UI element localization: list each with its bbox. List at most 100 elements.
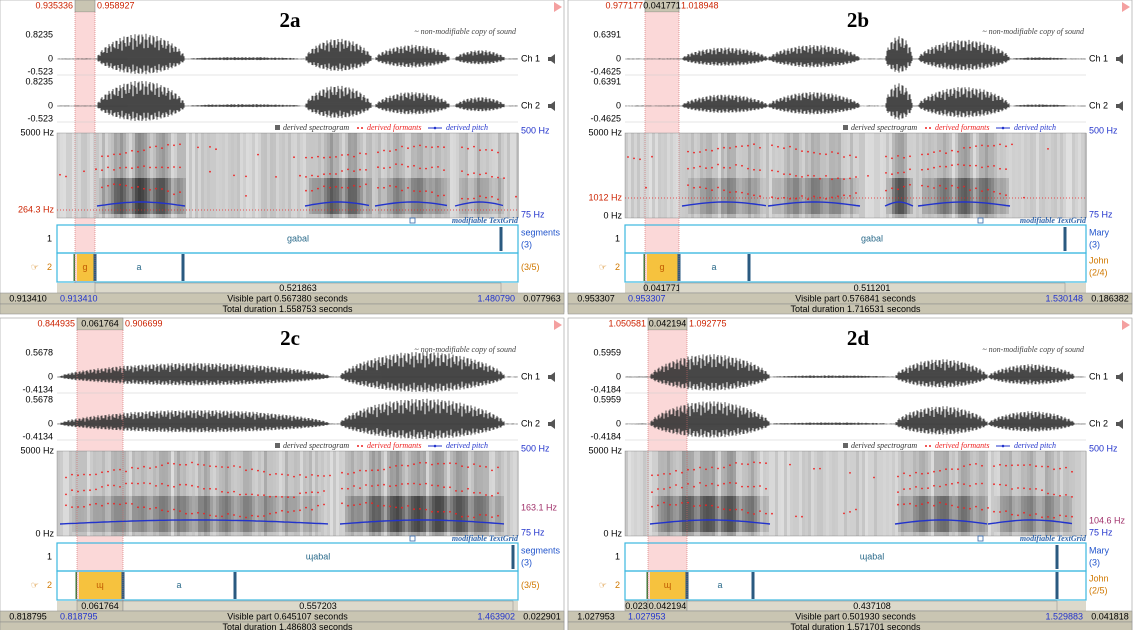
- spectrogram-band: [216, 496, 219, 532]
- spectrogram-band: [258, 496, 261, 532]
- formant-dot: [699, 504, 701, 507]
- spectrogram-column: [874, 451, 877, 536]
- spectrogram-column: [246, 133, 249, 218]
- formant-dot: [431, 146, 433, 149]
- spectrogram-column: [748, 451, 751, 536]
- spectrogram-band: [751, 496, 754, 532]
- spectrogram-column: [486, 451, 489, 536]
- spectrogram-column: [1069, 133, 1072, 218]
- formant-dot: [1023, 487, 1025, 490]
- spectrogram-column: [144, 133, 147, 218]
- formant-dot: [813, 175, 815, 177]
- tier-boundary: [73, 254, 75, 281]
- formant-dot: [1011, 513, 1013, 516]
- spectrogram-column: [387, 451, 390, 536]
- spectrogram-band: [411, 496, 414, 532]
- formant-dot: [1041, 516, 1043, 519]
- spectrogram-column: [240, 451, 243, 536]
- spectrogram-band: [351, 178, 354, 214]
- spectrogram-column: [871, 451, 874, 536]
- formant-dot: [305, 189, 307, 192]
- formant-dot: [849, 177, 851, 180]
- spectrogram-band: [318, 178, 321, 214]
- formant-dot: [993, 510, 995, 513]
- formant-dot: [645, 186, 647, 189]
- formant-dot: [987, 507, 989, 509]
- formant-dot: [855, 508, 857, 511]
- spectrogram-column: [865, 451, 868, 536]
- formant-dot: [933, 151, 935, 154]
- formant-dot: [311, 491, 313, 494]
- spectrogram-column: [495, 133, 498, 218]
- spectrogram-band: [688, 178, 691, 214]
- formant-dot: [353, 155, 355, 158]
- spectrogram-column: [90, 451, 93, 536]
- spectrogram-band: [471, 496, 474, 532]
- tier-boundary: [75, 572, 77, 599]
- spectrogram-column: [637, 451, 640, 536]
- tier-number: 2: [47, 580, 52, 590]
- spectrogram-band: [976, 178, 979, 214]
- formant-dot: [143, 506, 145, 509]
- spectrogram-column: [390, 133, 393, 218]
- spectrogram-column: [330, 133, 333, 218]
- spectrogram-column: [138, 451, 141, 536]
- spectrogram-band: [381, 496, 384, 532]
- spectrogram-band: [471, 178, 474, 214]
- formant-dot: [455, 512, 457, 515]
- formant-dot: [401, 163, 403, 166]
- spectrogram-column: [1012, 133, 1015, 218]
- legend-dot: [929, 127, 931, 129]
- formant-dot: [1029, 464, 1031, 466]
- formant-dot: [813, 195, 815, 198]
- spectrogram-column: [318, 133, 321, 218]
- formant-dot: [491, 516, 493, 518]
- spectrogram-column: [288, 451, 291, 536]
- formant-dot: [807, 174, 809, 177]
- spectrogram-band: [928, 496, 931, 532]
- spectrogram-column: [1036, 133, 1039, 218]
- formant-dot: [467, 515, 469, 518]
- formant-dot: [747, 144, 749, 147]
- legend-formants: derived formants: [935, 441, 989, 450]
- formant-dot: [125, 502, 127, 505]
- spectrogram-column: [309, 133, 312, 218]
- spectrogram-column: [231, 451, 234, 536]
- formant-dot: [987, 188, 989, 191]
- spectrogram-band: [441, 178, 444, 214]
- formant-dot: [395, 185, 397, 188]
- spectrogram-band: [727, 178, 730, 214]
- formant-dot: [735, 191, 737, 193]
- spectrogram-band: [991, 178, 994, 214]
- spectrogram-column: [66, 133, 69, 218]
- spectrogram-column: [733, 133, 736, 218]
- channel-name: Ch 2: [521, 418, 540, 428]
- spectrogram-column: [985, 133, 988, 218]
- spectrogram-band: [1066, 496, 1069, 532]
- spectrogram-column: [369, 133, 372, 218]
- formant-dot: [1041, 489, 1043, 492]
- spectrogram-column: [150, 451, 153, 536]
- speaker-icon: [548, 101, 555, 111]
- spectrogram-column: [790, 133, 793, 218]
- formant-dot: [651, 474, 653, 477]
- spectrogram-band: [189, 496, 192, 532]
- freq-cursor-left: 1012 Hz: [588, 192, 622, 202]
- formant-dot: [317, 504, 319, 507]
- spectrogram-column: [399, 133, 402, 218]
- spectrogram-column: [297, 133, 300, 218]
- spectrogram-band: [318, 496, 321, 532]
- spectrogram-band: [781, 178, 784, 214]
- formant-dot: [681, 471, 683, 474]
- spectrogram-column: [898, 133, 901, 218]
- formant-dot: [723, 166, 725, 169]
- spectrogram-column: [330, 451, 333, 536]
- spectrogram-band: [1003, 496, 1006, 532]
- formant-dot: [1029, 514, 1031, 516]
- spectrogram-band: [300, 496, 303, 532]
- spectrogram-column: [342, 451, 345, 536]
- spectrogram-column: [928, 133, 931, 218]
- spectrogram-column: [327, 133, 330, 218]
- spectrogram-band: [739, 496, 742, 532]
- formant-dot: [389, 485, 391, 488]
